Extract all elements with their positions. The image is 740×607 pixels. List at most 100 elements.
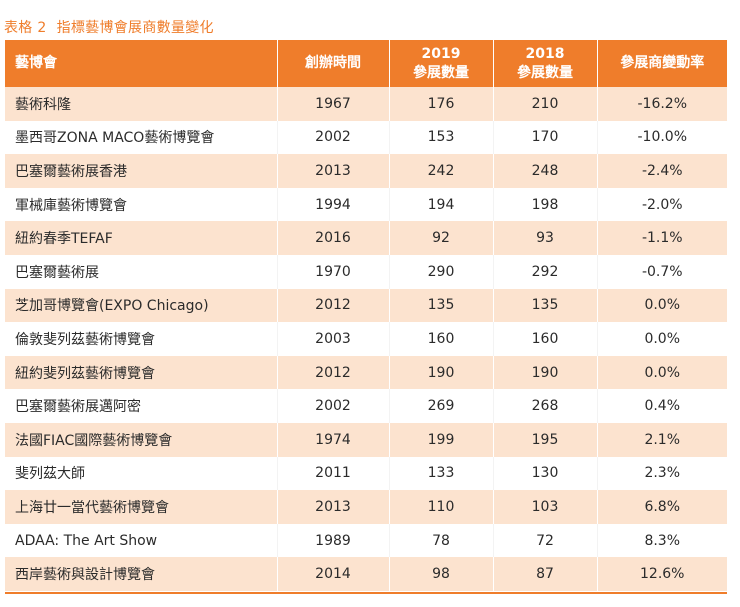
table-row: 墨西哥ZONA MACO藝術博覽會 2002 153 170 -10.0% (5, 120, 727, 155)
cell-change-rate: 8.3% (644, 532, 681, 549)
cell-2018-count: 103 (493, 490, 598, 524)
table-body: 藝術科隆 1967 176 210 -16.2% 墨西哥ZONA MACO藝術博覽會 200… (5, 87, 727, 591)
header-2018-count: 2018 參展數量 (493, 40, 598, 87)
cell-change-rate: -16.2% (637, 95, 688, 112)
cell-2018-count: 130 (493, 456, 598, 491)
cell-2019-count: 160 (389, 322, 494, 356)
cell-2019-count: 110 (389, 490, 494, 524)
cell-change-rate: -10.0% (637, 129, 688, 146)
cell-change-rate: 12.6% (640, 566, 685, 583)
cell-fair-name: 藝術科隆 (5, 87, 278, 121)
cell-change-rate: 0.0% (644, 330, 681, 347)
cell-2019-count: 92 (389, 221, 494, 255)
cell-2019-count: 190 (389, 355, 494, 390)
table-number: 表格 2 (4, 20, 47, 36)
cell-founded-year: 1989 (277, 523, 390, 558)
cell-founded-year: 1970 (277, 254, 390, 289)
table-row: 巴塞爾藝術展 1970 290 292 -0.7% (5, 254, 727, 289)
cell-fair-name: 芝加哥博覽會(EXPO Chicago) (5, 288, 278, 323)
cell-fair-name: 西岸藝術與設計博覽會 (5, 557, 278, 591)
cell-2019-count: 290 (389, 254, 494, 289)
cell-2018-count: 210 (493, 87, 598, 121)
cell-2019-count: 176 (389, 87, 494, 121)
cell-founded-year: 2002 (277, 389, 390, 423)
cell-2018-count: 87 (493, 557, 598, 591)
cell-2018-count: 268 (493, 389, 598, 423)
art-fair-exhibitor-table: 藝博會 創辦時間 2019 參展數量 2018 參展數量 參展商變動率 藝術科隆… (5, 40, 727, 591)
header-2018-year: 2018 (525, 45, 565, 62)
cell-2019-count: 135 (389, 288, 494, 323)
cell-2018-count: 170 (493, 120, 598, 155)
cell-2018-count: 160 (493, 322, 598, 356)
cell-founded-year: 2003 (277, 322, 390, 356)
cell-change-rate: 2.3% (644, 465, 681, 482)
cell-2018-count: 248 (493, 154, 598, 188)
cell-2018-count: 93 (493, 221, 598, 255)
cell-change-rate: 0.4% (644, 398, 681, 415)
cell-change-rate: -0.7% (641, 263, 683, 280)
header-2019-label: 參展數量 (413, 64, 469, 81)
cell-fair-name: 上海廿一當代藝術博覽會 (5, 490, 278, 524)
cell-change-rate: -2.4% (641, 162, 683, 179)
cell-founded-year: 1994 (277, 187, 390, 222)
cell-founded-year: 1974 (277, 422, 390, 457)
cell-2019-count: 78 (389, 523, 494, 558)
table-row: 紐約春季TEFAF 2016 92 93 -1.1% (5, 221, 727, 255)
table-row: 上海廿一當代藝術博覽會 2013 110 103 6.8% (5, 490, 727, 524)
table-row: 軍械庫藝術博覽會 1994 194 198 -2.0% (5, 187, 727, 222)
cell-2019-count: 242 (389, 154, 494, 188)
table-row: 倫敦斐列茲藝術博覽會 2003 160 160 0.0% (5, 322, 727, 356)
table-row: 紐約斐列茲藝術博覽會 2012 190 190 0.0% (5, 355, 727, 390)
table-row: 斐列茲大師 2011 133 130 2.3% (5, 456, 727, 491)
cell-fair-name: 紐約斐列茲藝術博覽會 (5, 355, 278, 390)
cell-2019-count: 199 (389, 422, 494, 457)
header-2019-year: 2019 (421, 45, 461, 62)
table-row: ADAA: The Art Show 1989 78 72 8.3% (5, 523, 727, 558)
header-2019-count: 2019 參展數量 (389, 40, 494, 87)
header-founded-year: 創辦時間 (277, 40, 390, 87)
cell-fair-name: 巴塞爾藝術展 (5, 254, 278, 289)
cell-2019-count: 153 (389, 120, 494, 155)
cell-change-rate: 2.1% (644, 431, 681, 448)
header-row: 藝博會 創辦時間 2019 參展數量 2018 參展數量 參展商變動率 (5, 40, 727, 87)
cell-fair-name: 墨西哥ZONA MACO藝術博覽會 (5, 120, 278, 155)
table-row: 芝加哥博覽會(EXPO Chicago) 2012 135 135 0.0% (5, 288, 727, 323)
cell-change-rate: 6.8% (644, 498, 681, 515)
cell-2018-count: 195 (493, 422, 598, 457)
table-row: 巴塞爾藝術展邁阿密 2002 269 268 0.4% (5, 389, 727, 423)
cell-fair-name: 巴塞爾藝術展邁阿密 (5, 389, 278, 423)
cell-2018-count: 292 (493, 254, 598, 289)
cell-change-rate: 0.0% (644, 364, 681, 381)
cell-2018-count: 190 (493, 355, 598, 390)
table-row: 西岸藝術與設計博覽會 2014 98 87 12.6% (5, 557, 727, 591)
cell-founded-year: 2012 (277, 288, 390, 323)
cell-2018-count: 198 (493, 187, 598, 222)
cell-founded-year: 2016 (277, 221, 390, 255)
cell-fair-name: 軍械庫藝術博覽會 (5, 187, 278, 222)
cell-change-rate: 0.0% (644, 297, 681, 314)
table-row: 巴塞爾藝術展香港 2013 242 248 -2.4% (5, 154, 727, 188)
cell-fair-name: 巴塞爾藝術展香港 (5, 154, 278, 188)
cell-change-rate: -1.1% (641, 230, 683, 247)
table-caption: 表格 2 指標藝博會展商數量變化 (4, 17, 214, 37)
cell-founded-year: 2013 (277, 154, 390, 188)
cell-fair-name: 斐列茲大師 (5, 456, 278, 491)
cell-founded-year: 2014 (277, 557, 390, 591)
header-change-rate: 參展商變動率 (620, 55, 705, 71)
cell-2019-count: 194 (389, 187, 494, 222)
cell-founded-year: 2013 (277, 490, 390, 524)
header-2018-label: 參展數量 (517, 64, 573, 81)
cell-change-rate: -2.0% (641, 196, 683, 213)
cell-founded-year: 2011 (277, 456, 390, 491)
table-row: 藝術科隆 1967 176 210 -16.2% (5, 87, 727, 121)
cell-2019-count: 269 (389, 389, 494, 423)
cell-fair-name: 倫敦斐列茲藝術博覽會 (5, 322, 278, 356)
cell-2018-count: 135 (493, 288, 598, 323)
table-bottom-rule (5, 592, 727, 594)
cell-2019-count: 133 (389, 456, 494, 491)
table-row: 法國FIAC國際藝術博覽會 1974 199 195 2.1% (5, 422, 727, 457)
header-fair-name: 藝博會 (5, 40, 278, 87)
cell-founded-year: 2002 (277, 120, 390, 155)
cell-founded-year: 2012 (277, 355, 390, 390)
cell-fair-name: ADAA: The Art Show (5, 523, 278, 558)
